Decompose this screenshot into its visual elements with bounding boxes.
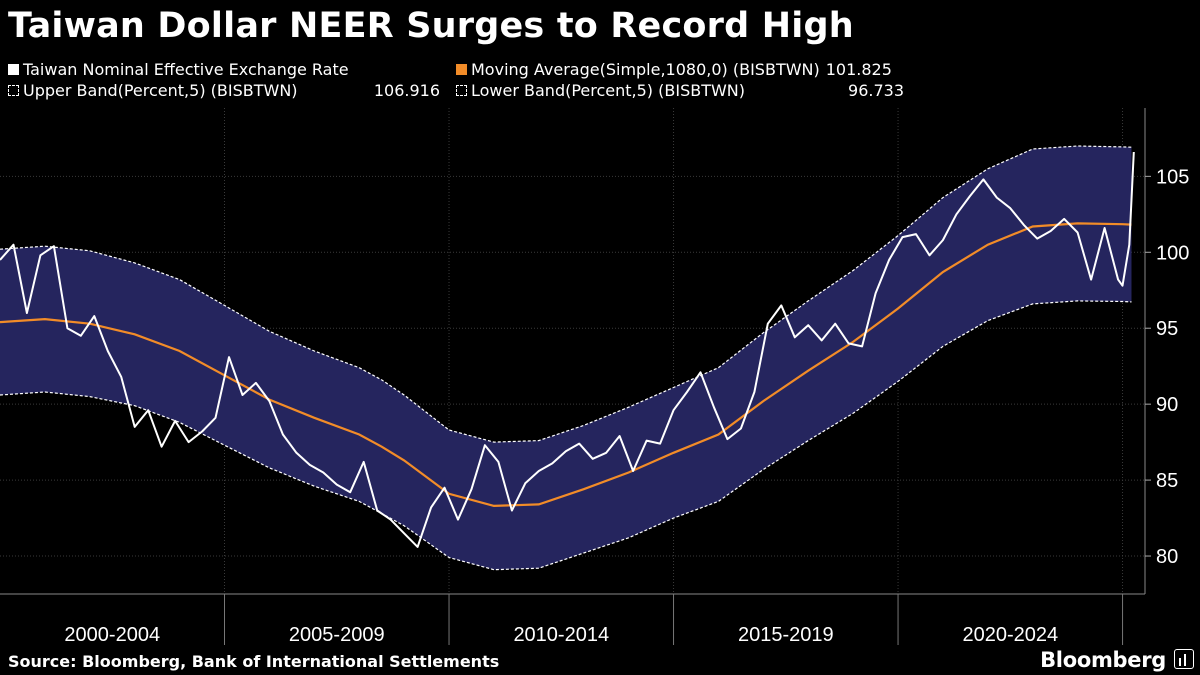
legend-label-neer: Taiwan Nominal Effective Exchange Rate: [23, 60, 349, 79]
y-axis-ticks: 80 85 90 95 100 105: [1145, 166, 1189, 568]
legend-label-upper-band: Upper Band(Percent,5) (BISBTWN): [23, 81, 298, 100]
legend-item-lower-band: Lower Band(Percent,5) (BISBTWN) 96.733: [456, 81, 904, 100]
chart-title: Taiwan Dollar NEER Surges to Record High: [8, 6, 854, 46]
legend-swatch-lower-band: [456, 85, 467, 96]
y-tick-label: 80: [1156, 546, 1178, 568]
x-tick-label: 2000-2004: [64, 624, 160, 646]
legend-swatch-neer: [8, 64, 19, 75]
x-tick-label: 2015-2019: [738, 624, 834, 646]
y-tick-label: 105: [1156, 166, 1189, 188]
x-tick-label: 2010-2014: [513, 624, 609, 646]
legend-swatch-moving-average: [456, 64, 467, 75]
legend-label-lower-band: Lower Band(Percent,5) (BISBTWN): [471, 81, 746, 100]
legend-value-moving-average: 101.825: [825, 60, 892, 79]
y-tick-label: 90: [1156, 394, 1178, 416]
bloomberg-logo: Bloomberg: [1040, 648, 1166, 672]
y-tick-label: 100: [1156, 242, 1189, 264]
legend-label-moving-average: Moving Average(Simple,1080,0) (BISBTWN): [471, 60, 820, 79]
source-note: Source: Bloomberg, Bank of International…: [8, 652, 500, 671]
neer-series-line: [0, 151, 1135, 548]
x-tick-label: 2005-2009: [289, 624, 385, 646]
x-axis-ticks: 2000-2004 2005-2009 2010-2014 2015-2019 2020…: [64, 594, 1124, 646]
lower-band-line: [0, 300, 1132, 571]
legend-value-lower-band: 96.733: [848, 81, 904, 100]
legend-item-moving-average: Moving Average(Simple,1080,0) (BISBTWN) …: [456, 60, 892, 79]
legend-swatch-upper-band: [8, 85, 19, 96]
legend-item-upper-band: Upper Band(Percent,5) (BISBTWN) 106.916: [8, 81, 440, 100]
y-tick-label: 85: [1156, 470, 1178, 492]
moving-average-line: [0, 222, 1132, 508]
bollinger-band-area: [0, 146, 1132, 570]
upper-band-line: [0, 145, 1132, 443]
chart-axes: [0, 108, 1146, 595]
legend-item-neer: Taiwan Nominal Effective Exchange Rate: [8, 60, 349, 79]
y-tick-label: 95: [1156, 318, 1178, 340]
bloomberg-chart-icon: [1174, 649, 1194, 669]
legend-value-upper-band: 106.916: [373, 81, 440, 100]
x-tick-label: 2020-2024: [962, 624, 1058, 646]
